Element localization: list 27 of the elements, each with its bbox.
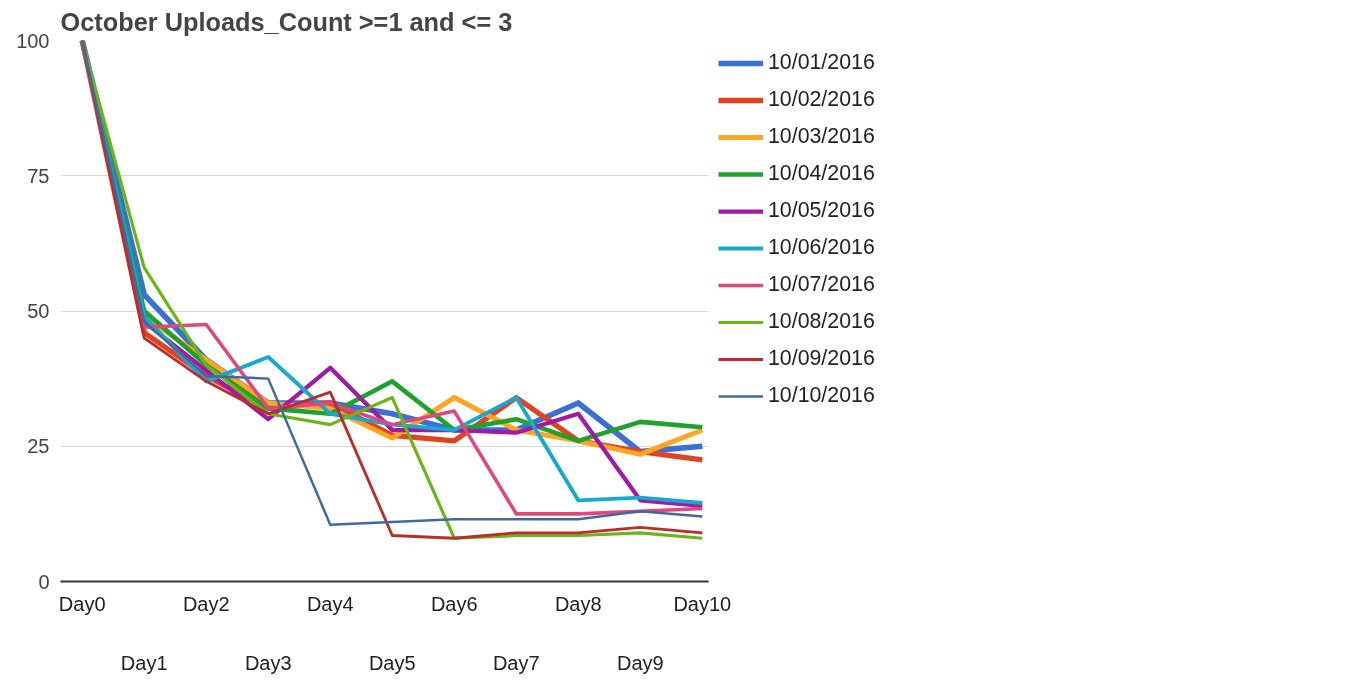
x-tick-label: Day8 (554, 592, 602, 615)
x-tick-label: Day4 (306, 592, 354, 615)
x-tick-label: Day10 (673, 592, 732, 615)
legend-label: 10/09/2016 (768, 346, 875, 371)
y-tick-label: 25 (27, 435, 50, 458)
y-tick-label: 50 (27, 300, 50, 322)
legend-label: 10/04/2016 (768, 161, 875, 186)
x-tick-label: Day0 (58, 592, 106, 615)
legend-label: 10/02/2016 (768, 87, 875, 112)
x-tick-label: Day3 (244, 651, 292, 674)
legend-label: 10/03/2016 (768, 124, 875, 149)
x-tick-label: Day1 (120, 651, 168, 674)
legend-label: 10/10/2016 (768, 383, 875, 408)
y-tick-label: 0 (38, 570, 50, 593)
x-tick-label: Day5 (368, 651, 416, 674)
y-tick-label: 75 (27, 164, 50, 187)
y-tick-label: 100 (16, 29, 50, 52)
chart-title: October Uploads_Count >=1 and <= 3 (60, 7, 513, 36)
x-tick-label: Day6 (430, 592, 478, 615)
x-tick-label: Day7 (492, 651, 540, 674)
legend-label: 10/06/2016 (768, 235, 875, 260)
x-tick-label: Day2 (182, 592, 230, 615)
x-tick-label: Day9 (616, 651, 664, 674)
legend-label: 10/07/2016 (768, 272, 875, 297)
legend-label: 10/05/2016 (768, 198, 875, 223)
legend-label: 10/08/2016 (768, 309, 875, 334)
legend-label: 10/01/2016 (768, 50, 875, 75)
